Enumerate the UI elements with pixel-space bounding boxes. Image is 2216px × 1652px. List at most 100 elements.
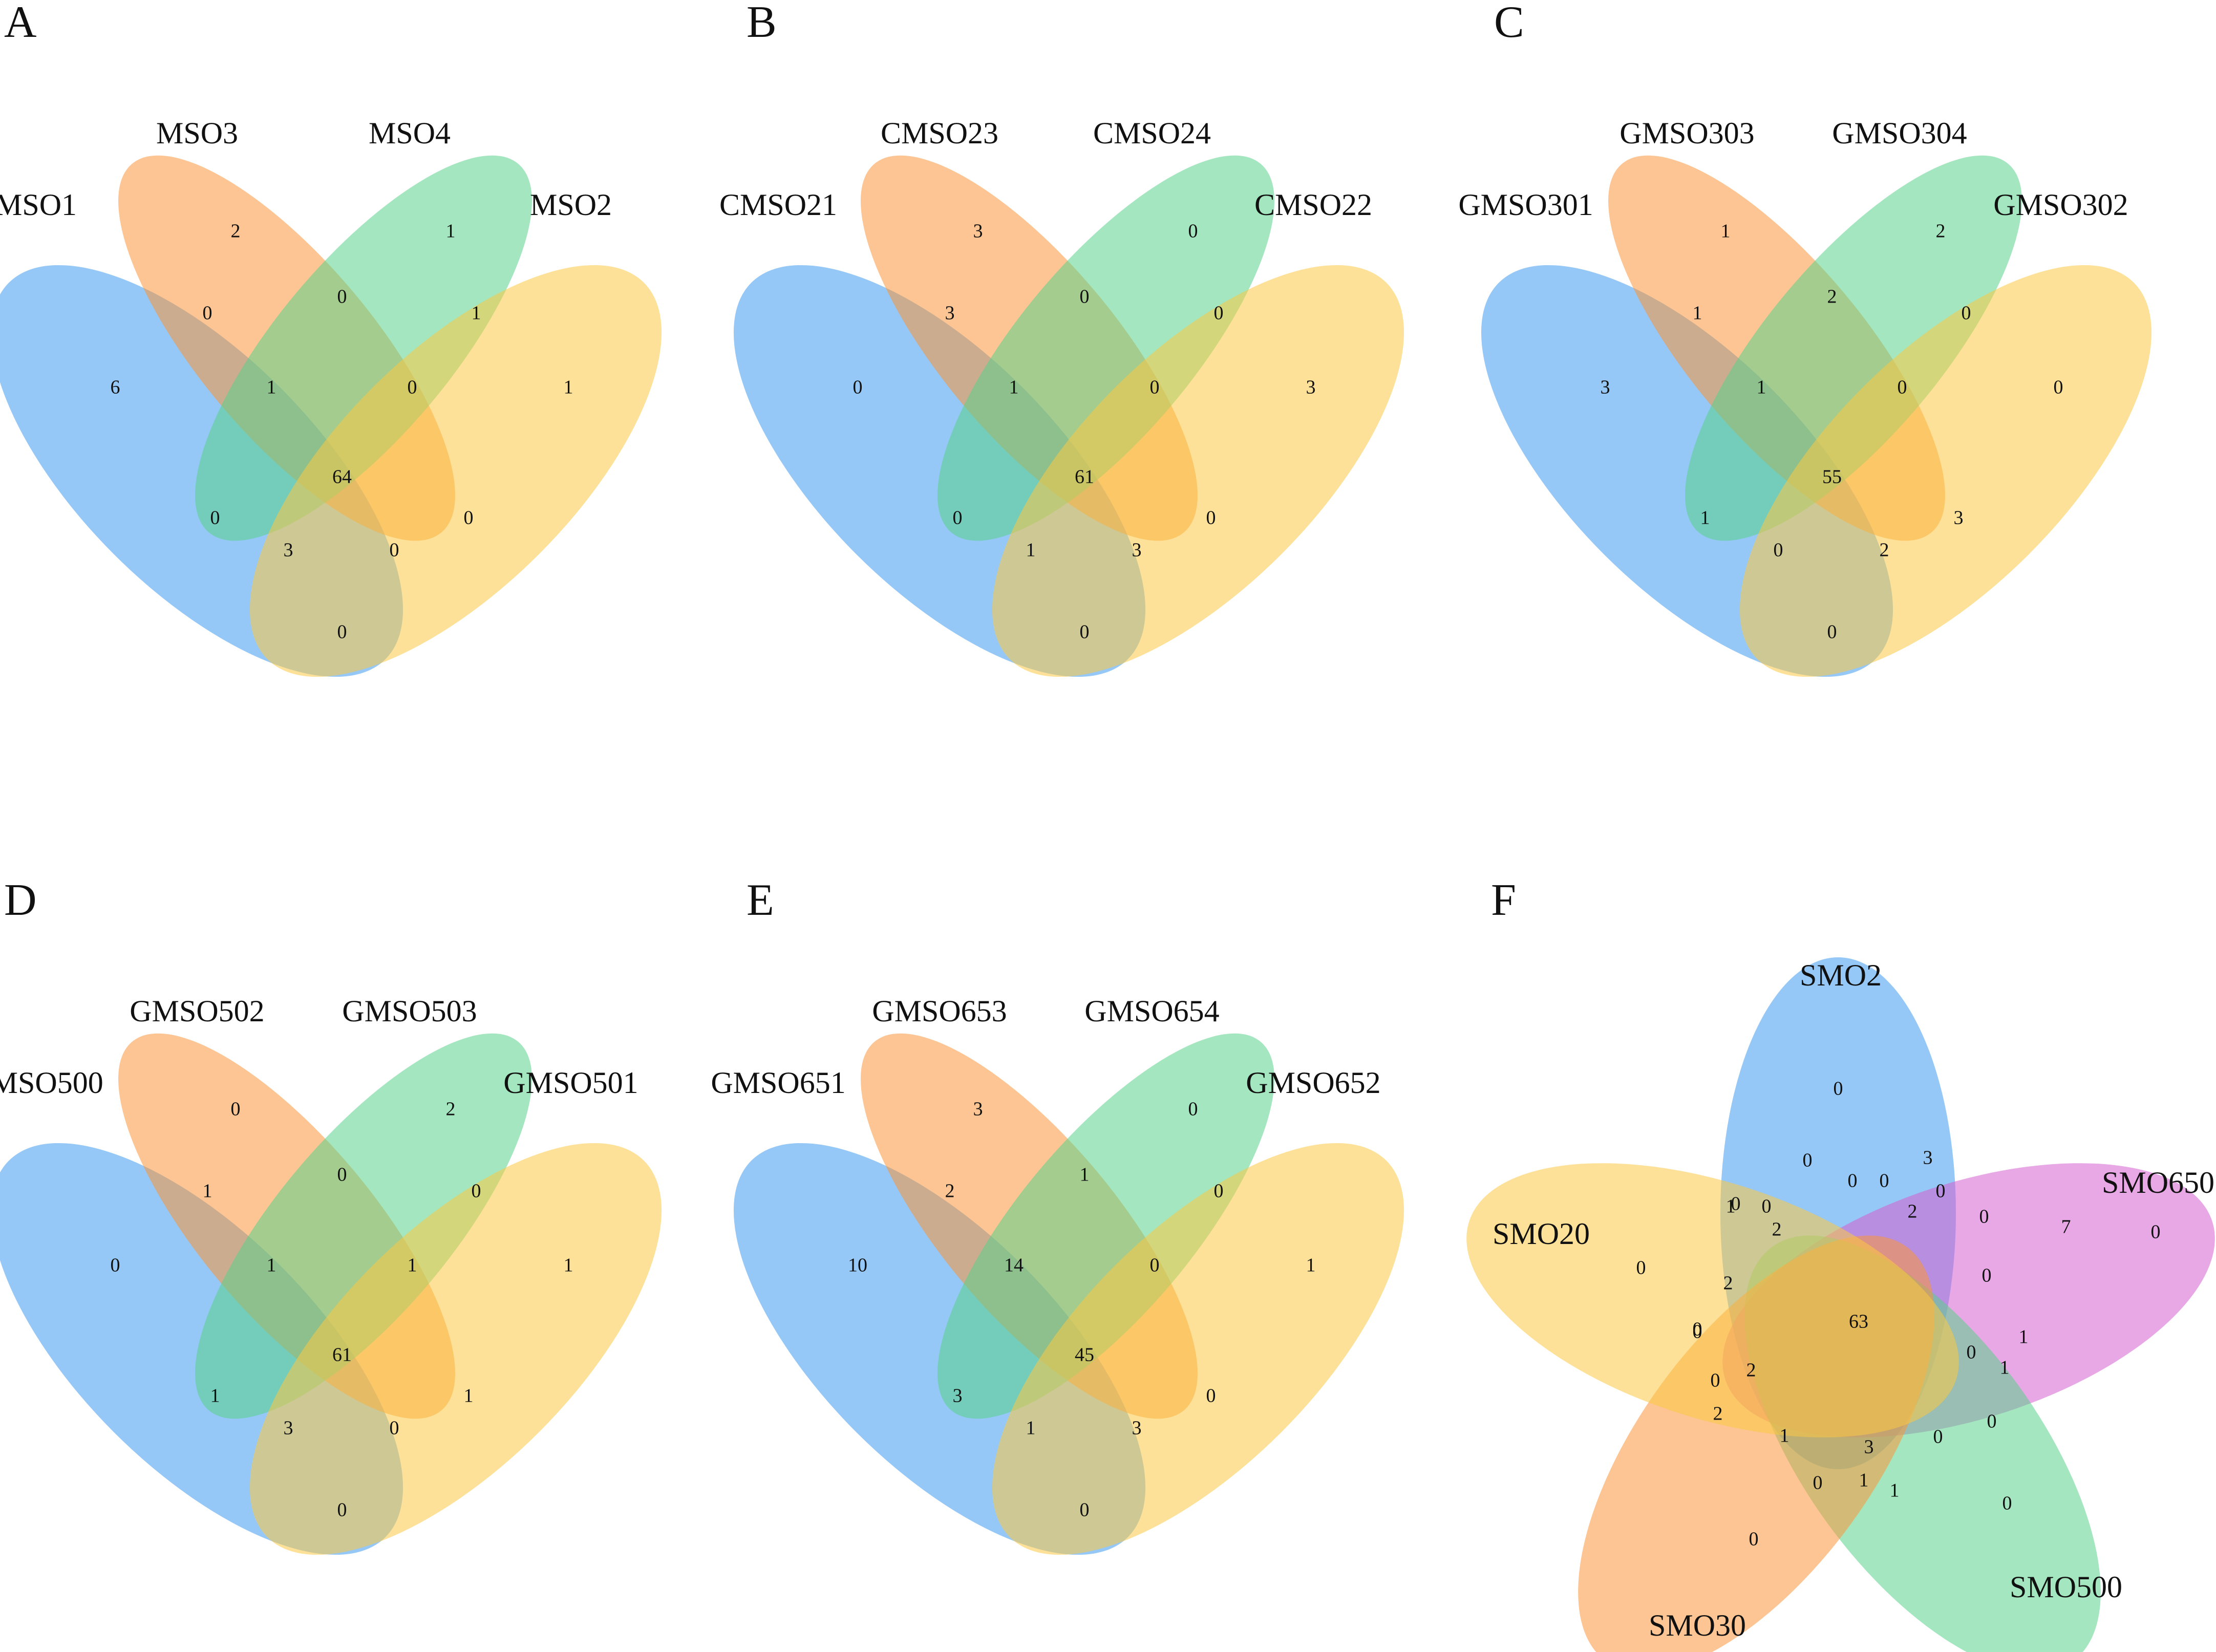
set-label-mso3: MSO3	[156, 116, 238, 150]
set-ellipse-cmso22	[992, 265, 1404, 677]
region-count-cd: 0	[472, 1181, 481, 1202]
region-count-abc: 14	[1004, 1255, 1024, 1276]
set-label-gmso502: GMSO502	[130, 994, 264, 1028]
region-count-abc: 1	[267, 1255, 276, 1276]
set-label-cmso22: CMSO22	[1254, 188, 1372, 222]
region-count: 7	[2061, 1216, 2071, 1238]
region-count: 0	[1749, 1529, 1759, 1550]
venn-panel-d: D GMSO500 GMSO502 GMSO503 GMSO501 0 0 2 1 1 0 0 1 1 61…	[0, 875, 662, 1555]
region-count-a_only: 0	[111, 1255, 120, 1276]
set-label-gmso303: GMSO303	[1620, 116, 1754, 150]
region-count-bc: 0	[337, 286, 347, 308]
set-label-gmso653: GMSO653	[872, 994, 1007, 1028]
region-count-abcd: 55	[1822, 466, 1842, 488]
region-count-a_only: 6	[111, 377, 120, 398]
region-count-d_only: 3	[1306, 377, 1316, 398]
region-count: 3	[1864, 1436, 1874, 1458]
set-label-mso2: MSO2	[530, 188, 612, 222]
region-count-c_only: 2	[446, 1099, 456, 1120]
region-count-ab: 0	[203, 303, 212, 324]
region-count-bc: 2	[1827, 286, 1837, 308]
region-count: 2	[1723, 1273, 1733, 1294]
region-count-bc: 1	[1080, 1164, 1090, 1186]
region-count-abc: 1	[1009, 377, 1019, 398]
region-count-ad: 0	[1827, 621, 1837, 643]
region-count-bcd: 0	[1150, 377, 1160, 398]
region-count-cd: 0	[1214, 1181, 1224, 1202]
region-count: 0	[1936, 1181, 1946, 1202]
region-count: 1	[2019, 1326, 2029, 1348]
set-label-gmso651: GMSO651	[711, 1066, 845, 1100]
region-count-bc: 0	[1080, 286, 1090, 308]
region-count-b_only: 3	[973, 1099, 983, 1120]
region-count: 0	[1967, 1342, 1976, 1363]
set-ellipse-gmso302	[1739, 265, 2152, 677]
region-count-abd: 0	[390, 540, 399, 561]
region-count-c_only: 1	[446, 221, 456, 242]
region-count-c_only: 0	[1188, 221, 1198, 242]
region-count-abd: 0	[390, 1418, 399, 1439]
region-count-acd: 0	[1774, 540, 1783, 561]
region-count-bd: 1	[464, 1385, 474, 1407]
venn-panel-c: C GMSO301 GMSO303 GMSO304 GMSO302 3 1 2 0 1 2 0 1 0 55…	[1458, 0, 2152, 677]
region-count-bcd: 0	[408, 377, 417, 398]
region-count-b_only: 2	[231, 221, 241, 242]
region-count-ac: 1	[1700, 507, 1710, 529]
panel-letter: B	[747, 0, 777, 47]
panel-letter: D	[4, 875, 37, 925]
region-count: 0	[1982, 1265, 1992, 1286]
set-label-smo30: SMO30	[1649, 1608, 1746, 1642]
region-count-bc: 0	[337, 1164, 347, 1186]
region-count: 0	[2002, 1493, 2012, 1514]
region-count-ac: 3	[953, 1385, 963, 1407]
region-count-bcd: 1	[408, 1255, 417, 1276]
region-count-acd: 3	[284, 540, 293, 561]
region-count: 0	[1987, 1411, 1997, 1432]
set-label-smo2: SMO2	[1800, 958, 1882, 992]
set-ellipse-gmso654	[937, 1033, 1274, 1419]
region-count: 0	[1848, 1170, 1858, 1192]
set-label-cmso24: CMSO24	[1093, 116, 1211, 150]
set-ellipse-cmso24	[937, 155, 1274, 541]
panel-letter: A	[4, 0, 37, 47]
region-count: 0	[1636, 1257, 1646, 1279]
set-label-smo500: SMO500	[2010, 1570, 2122, 1604]
region-count-ad: 0	[337, 621, 347, 643]
region-count-d_only: 1	[564, 1255, 573, 1276]
set-label-smo650: SMO650	[2102, 1166, 2214, 1199]
region-count-ac: 0	[210, 507, 220, 529]
region-count: 0	[1711, 1370, 1720, 1391]
region-count: 0	[1693, 1321, 1702, 1343]
region-count-acd: 1	[1026, 1418, 1036, 1439]
region-count-abcd: 64	[332, 466, 352, 488]
region-count-abd: 3	[1132, 1418, 1142, 1439]
region-count: 0	[1834, 1078, 1843, 1100]
region-count-d_only: 0	[2054, 377, 2063, 398]
region-count: 0	[2151, 1221, 2161, 1243]
region-count: 2	[1713, 1403, 1723, 1425]
panel-letter: C	[1494, 0, 1524, 47]
region-count-d_only: 1	[564, 377, 573, 398]
set-label-gmso301: GMSO301	[1458, 188, 1593, 222]
region-count-bd: 0	[464, 507, 474, 529]
set-label-gmso503: GMSO503	[342, 994, 477, 1028]
region-count-ab: 3	[945, 303, 955, 324]
set-label-gmso501: GMSO501	[503, 1066, 638, 1100]
set-label-smo20: SMO20	[1493, 1217, 1590, 1251]
region-count: 1	[1726, 1196, 1736, 1217]
region-count: 0	[1933, 1426, 1943, 1448]
region-count: 2	[1746, 1360, 1756, 1381]
region-count-ac: 1	[210, 1385, 220, 1407]
region-count-abd: 2	[1880, 540, 1889, 561]
region-count-bd: 0	[1206, 1385, 1216, 1407]
region-count-abc: 1	[1757, 377, 1766, 398]
region-count-c_only: 0	[1188, 1099, 1198, 1120]
region-count-c_only: 2	[1936, 221, 1946, 242]
region-count-b_only: 3	[973, 221, 983, 242]
region-count: 3	[1923, 1147, 1933, 1169]
set-label-gmso654: GMSO654	[1084, 994, 1219, 1028]
region-count-abcd: 61	[1075, 466, 1094, 488]
region-count-ad: 0	[337, 1499, 347, 1521]
region-count: 0	[1762, 1196, 1772, 1217]
